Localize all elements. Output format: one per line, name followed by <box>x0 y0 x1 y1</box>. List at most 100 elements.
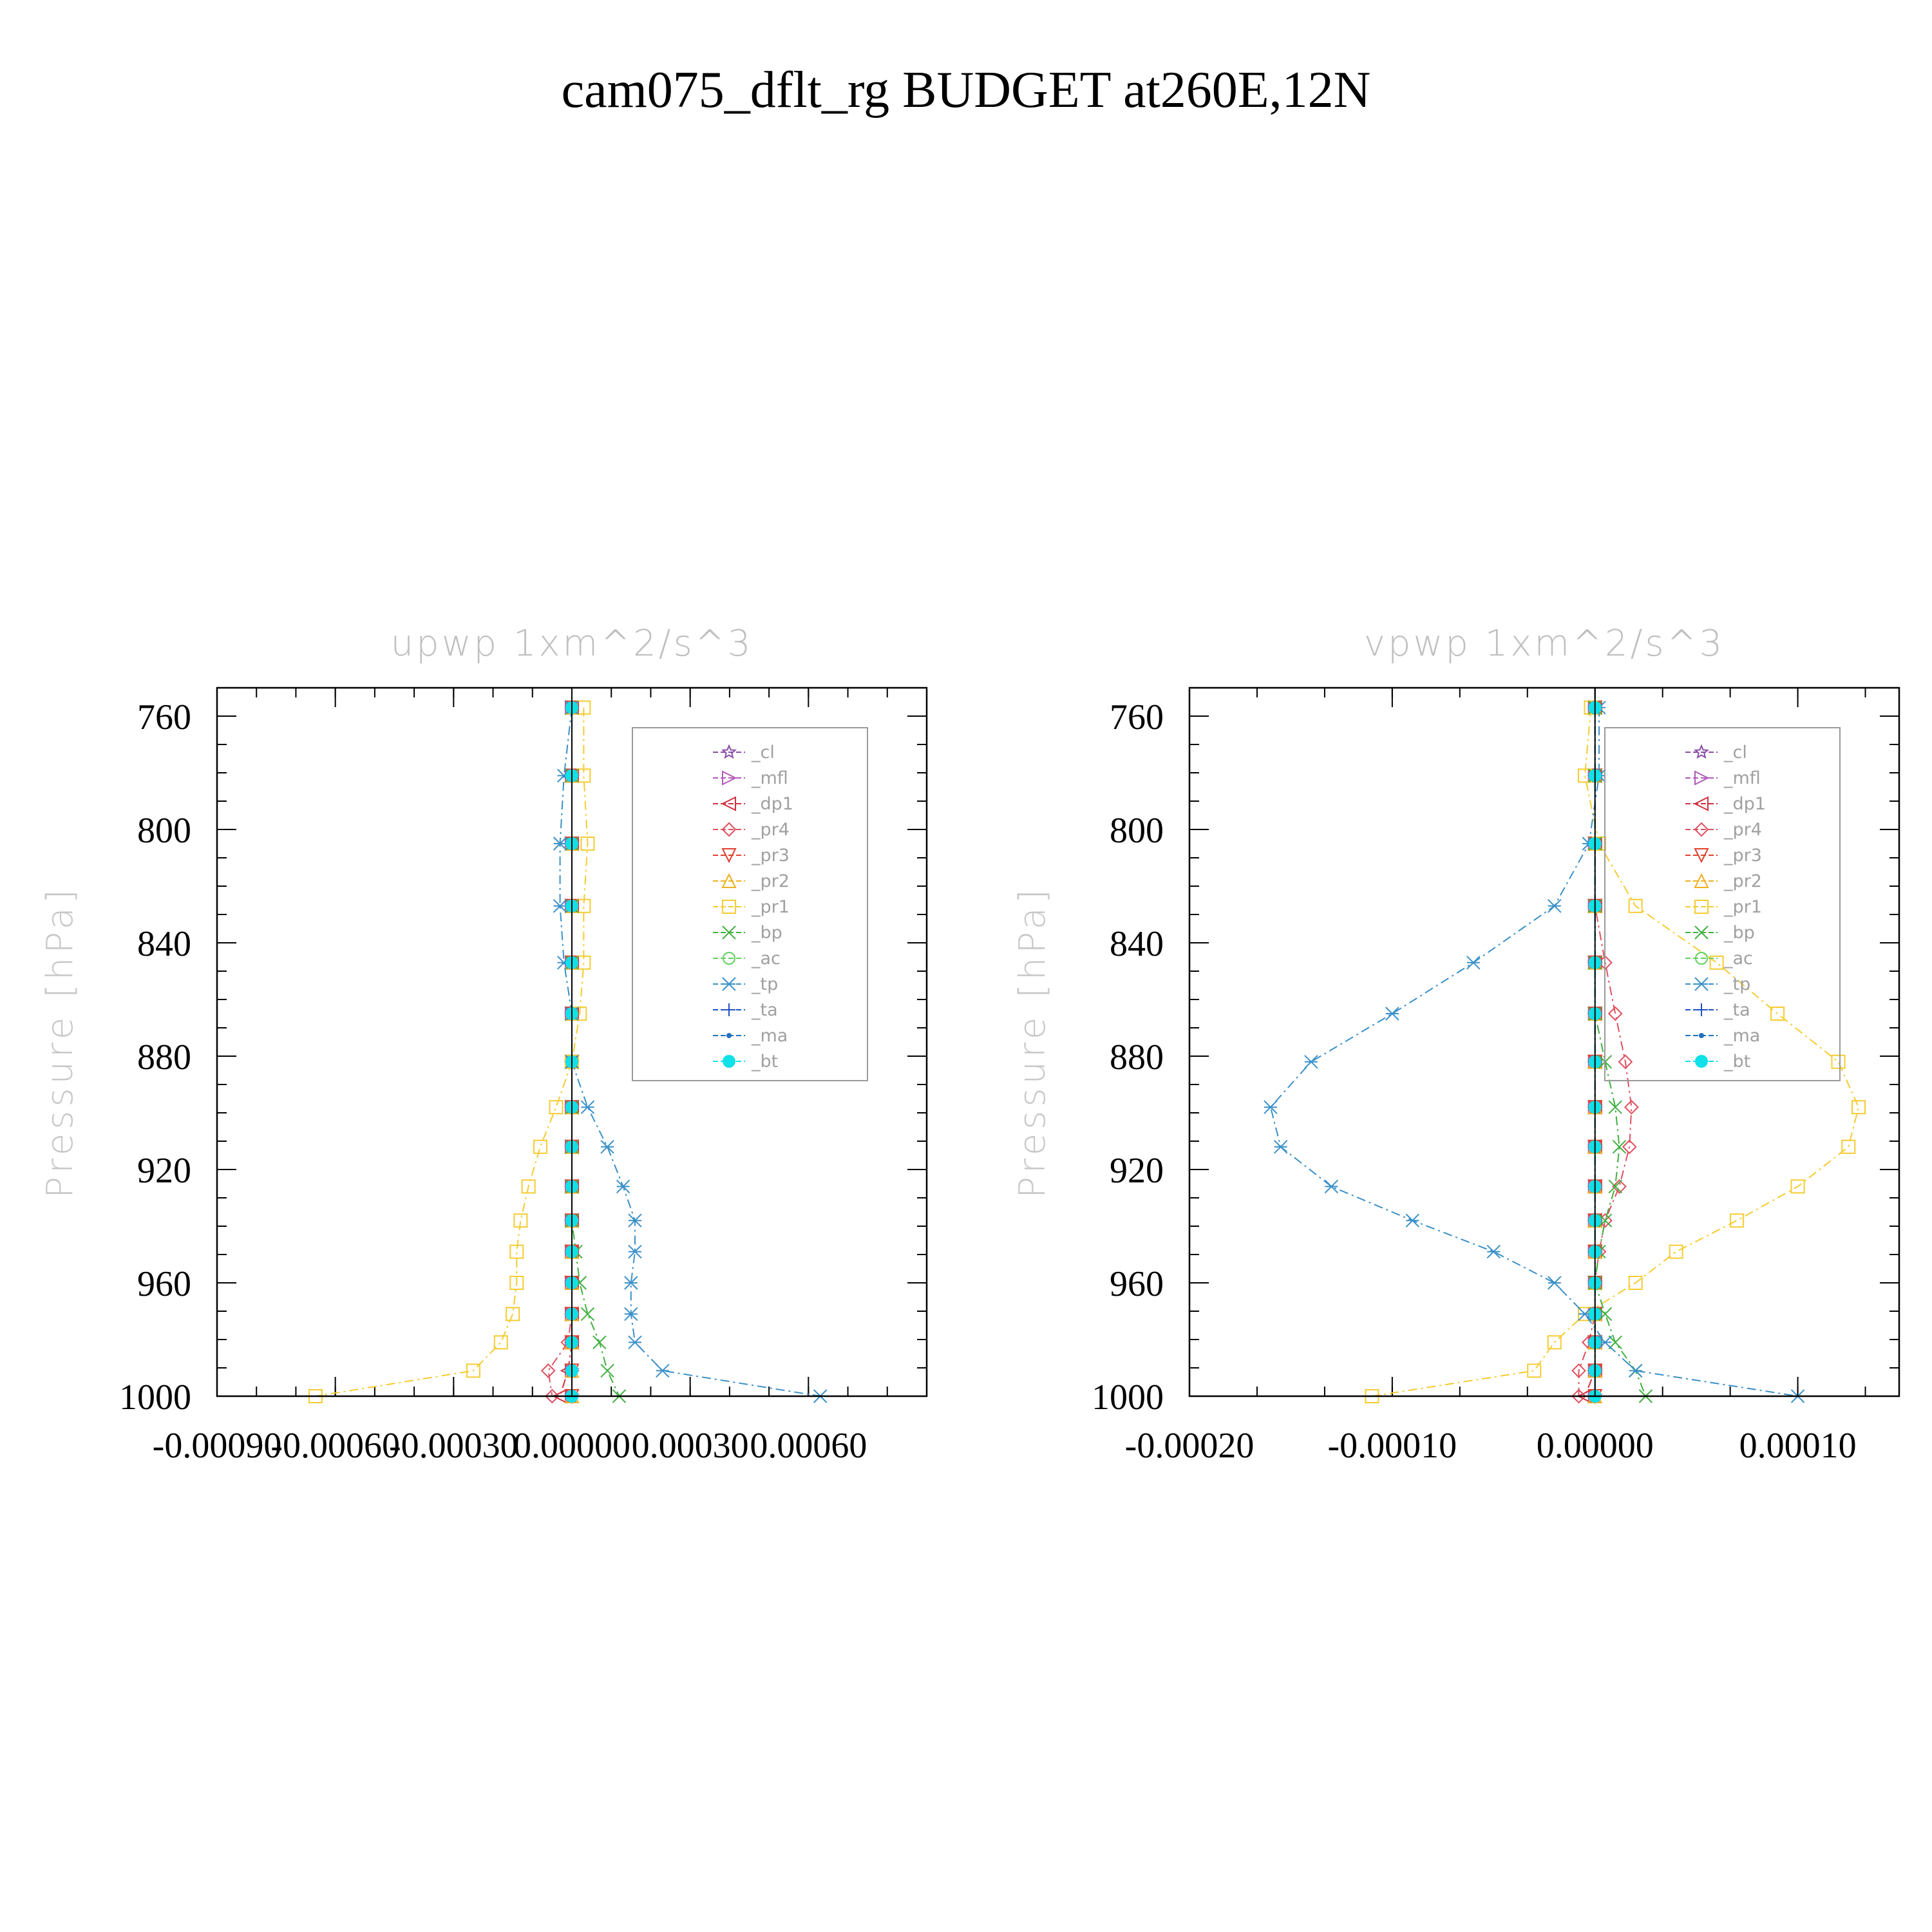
panel-title: vpwp 1xm^2/s^3 <box>1364 623 1725 665</box>
data-point <box>1841 1139 1856 1154</box>
legend-label: _pr1 <box>751 897 790 917</box>
x-tick-label: -0.00020 <box>1125 1426 1255 1466</box>
legend-marker <box>1694 770 1710 786</box>
legend-item: _mfl <box>1685 768 1761 788</box>
y-tick-label: 920 <box>1110 1151 1164 1191</box>
data-point <box>506 1307 520 1321</box>
legend: _cl _mfl _dp1 _pr4 _pr3 _pr2 _pr1 _bp _ac _tp _ta _… <box>632 727 868 1081</box>
data-point <box>1624 1099 1639 1115</box>
data-point <box>1486 1244 1501 1259</box>
data-point <box>1571 1388 1586 1404</box>
series-line <box>559 707 573 1397</box>
x-tick-label: 0.00060 <box>750 1426 867 1466</box>
legend-label: _ac <box>1723 949 1753 969</box>
legend-item: _pr1 <box>1685 897 1762 917</box>
series-dp1 <box>552 700 579 1404</box>
data-point <box>1548 899 1562 913</box>
data-point <box>509 1244 524 1259</box>
data-point <box>1831 1054 1846 1069</box>
data-point <box>549 1100 564 1115</box>
y-tick-label: 960 <box>1110 1264 1164 1304</box>
y-tick-label: 840 <box>1110 924 1164 964</box>
legend-item: _tp <box>713 974 778 994</box>
series-dp1 <box>1577 700 1602 1404</box>
legend-label: _bt <box>751 1052 778 1072</box>
y-tick-label: 920 <box>137 1151 191 1191</box>
legend-marker <box>1693 796 1709 811</box>
vpwp-panel: vpwp 1xm^2/s^3 Pressure [hPa] 760 800 840 880… <box>1012 623 1900 1466</box>
data-point <box>1598 1307 1613 1321</box>
series-tp <box>1264 701 1805 1403</box>
legend-item: _cl <box>1685 743 1747 762</box>
data-point <box>656 1363 670 1378</box>
legend-marker <box>723 952 735 965</box>
legend-item: _bt <box>713 1052 778 1072</box>
y-axis-label: Pressure [hPa] <box>1012 886 1054 1198</box>
data-point <box>1852 1100 1866 1115</box>
data-point <box>1324 1179 1339 1194</box>
legend-item: _tp <box>1685 974 1750 994</box>
legend-marker <box>726 1033 732 1038</box>
data-point <box>544 1388 560 1404</box>
legend-label: _ta <box>1723 1000 1750 1020</box>
legend-marker <box>723 1055 735 1068</box>
data-point <box>1264 1100 1278 1114</box>
legend-item: _pr1 <box>713 897 790 917</box>
legend-item: _pr3 <box>1685 846 1762 866</box>
x-tick-label: 0.00030 <box>632 1426 749 1466</box>
data-point <box>493 1335 508 1350</box>
x-tick-label: 0.00000 <box>1537 1426 1654 1466</box>
legend-label: _ma <box>751 1026 788 1046</box>
series-line <box>1594 707 1647 1397</box>
series-line <box>559 707 820 1397</box>
data-point <box>1622 1139 1637 1155</box>
legend-marker <box>1694 873 1709 888</box>
legend-marker <box>1694 744 1709 759</box>
legend-label: _mfl <box>1723 768 1761 788</box>
series-pr4 <box>540 700 580 1404</box>
series-line <box>571 707 620 1397</box>
legend-label: _tp <box>1723 974 1750 994</box>
series-bp <box>565 701 627 1403</box>
legend-item: _pr3 <box>713 846 790 866</box>
data-point <box>600 1363 614 1378</box>
data-point <box>1612 1140 1627 1154</box>
data-point <box>1669 1244 1683 1259</box>
data-point <box>1571 1363 1586 1378</box>
legend-box <box>632 727 868 1081</box>
x-tick-label: -0.00090 <box>153 1426 282 1466</box>
y-axis-label: Pressure [hPa] <box>39 886 81 1198</box>
y-tick-label: 840 <box>137 924 191 964</box>
legend-item: _ta <box>713 1000 778 1020</box>
data-point <box>1608 1179 1622 1194</box>
data-point <box>624 1276 638 1290</box>
legend-label: _cl <box>1723 743 1747 762</box>
data-point <box>616 1179 630 1194</box>
data-point <box>540 1363 556 1378</box>
data-point <box>509 1276 524 1290</box>
data-point <box>1790 1179 1805 1194</box>
data-point <box>1607 1006 1623 1021</box>
data-point <box>592 1335 607 1350</box>
legend-label: _dp1 <box>751 794 793 814</box>
figure-title: cam075_dflt_rg BUDGET at260E,12N <box>561 62 1371 118</box>
data-point <box>1548 1276 1562 1290</box>
data-point <box>466 1363 480 1378</box>
legend-item: _ac <box>713 949 781 969</box>
legend-label: _pr2 <box>751 871 790 891</box>
legend-marker <box>1694 900 1709 914</box>
data-point <box>600 1140 614 1154</box>
legend-marker <box>723 1003 735 1016</box>
legend-label: _pr4 <box>1723 820 1762 840</box>
data-point <box>1598 1213 1613 1227</box>
y-tick-label: 800 <box>137 811 191 851</box>
legend-label: _pr4 <box>751 820 790 840</box>
data-point <box>553 837 567 851</box>
legend: _cl _mfl _dp1 _pr4 _pr3 _pr2 _pr1 _bp _ac _tp _ta _… <box>1604 727 1841 1081</box>
legend-item: _ta <box>1685 1000 1750 1020</box>
data-point <box>1547 1335 1562 1350</box>
legend-marker <box>1694 925 1709 940</box>
legend-label: _ma <box>1723 1026 1760 1046</box>
legend-item: _dp1 <box>713 794 793 814</box>
